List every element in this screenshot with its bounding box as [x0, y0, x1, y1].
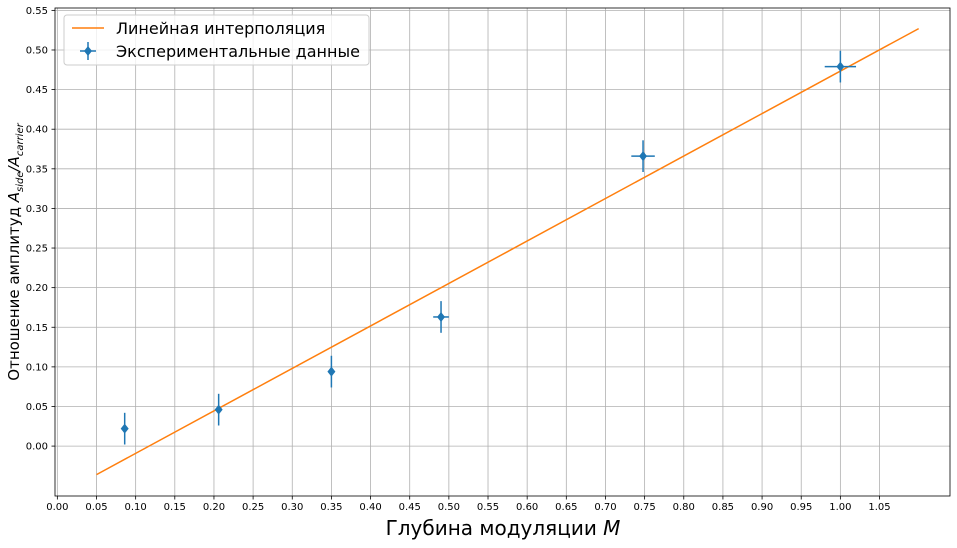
y-tick-label: 0.55	[26, 6, 48, 17]
y-tick-label: 0.45	[26, 85, 48, 96]
y-ticks: 0.00 0.05 0.10 0.15 0.20 0.25 0.30 0.35 0.40 0.45…	[26, 6, 55, 453]
x-tick-label: 0.30	[281, 502, 303, 513]
x-tick-label: 0.60	[516, 502, 538, 513]
x-tick-label: 0.20	[203, 502, 225, 513]
x-tick-label: 0.50	[438, 502, 460, 513]
x-tick-label: 0.35	[320, 502, 342, 513]
y-tick-label: 0.35	[26, 164, 48, 175]
y-tick-label: 0.05	[26, 402, 48, 413]
x-tick-label: 0.00	[46, 502, 68, 513]
interpolation-line	[96, 27, 920, 476]
legend-label-data: Экспериментальные данные	[116, 42, 360, 61]
x-ticks: 0.00 0.05 0.10 0.15 0.20 0.25 0.30 0.35 0.40 0.45…	[46, 496, 891, 513]
diamond-marker	[437, 311, 446, 322]
x-tick-label: 0.75	[633, 502, 655, 513]
legend-label-line: Линейная интерполяция	[116, 19, 325, 38]
y-axis-label-text: Отношение амплитуд	[5, 207, 23, 381]
y-tick-label: 0.50	[26, 45, 48, 56]
x-tick-label: 0.85	[712, 502, 734, 513]
x-axis-label-var: M	[603, 516, 620, 540]
data-point	[120, 412, 129, 445]
y-tick-label: 0.00	[26, 442, 48, 453]
plot-area	[55, 8, 950, 496]
x-tick-label: 0.40	[359, 502, 381, 513]
x-axis-label-text: Глубина модуляции	[386, 516, 597, 540]
x-axis-label: Глубина модуляции M	[386, 516, 621, 540]
data-point	[824, 50, 857, 83]
y-tick-label: 0.20	[26, 283, 48, 294]
x-tick-label: 1.00	[829, 502, 851, 513]
y-tick-label: 0.40	[26, 125, 48, 136]
y-tick-label: 0.25	[26, 244, 48, 255]
legend-box	[63, 14, 370, 66]
data-point	[631, 140, 655, 172]
diamond-marker	[214, 404, 223, 415]
y-axis-label-sub-side: side	[15, 172, 26, 193]
x-tick-label: 0.15	[164, 502, 186, 513]
diamond-marker	[639, 151, 648, 162]
data-point	[433, 301, 449, 333]
x-tick-label: 0.55	[477, 502, 499, 513]
x-tick-label: 0.65	[555, 502, 577, 513]
plot-frame	[54, 7, 951, 497]
diamond-marker	[120, 423, 129, 434]
data-point	[214, 393, 223, 426]
y-axis-label: Отношение амплитуд Aside/Acarrier	[5, 122, 26, 380]
y-axis-label-sub-carrier: carrier	[15, 122, 26, 156]
x-tick-label: 0.70	[594, 502, 616, 513]
y-axis-label-var: A	[5, 192, 23, 203]
x-tick-label: 1.05	[868, 502, 890, 513]
y-tick-label: 0.10	[26, 362, 48, 373]
legend-diamond-marker	[84, 46, 92, 56]
y-axis-label-slash: /A	[5, 156, 23, 173]
x-tick-label: 0.10	[125, 502, 147, 513]
x-tick-label: 0.90	[751, 502, 773, 513]
x-tick-label: 0.25	[242, 502, 264, 513]
diamond-marker	[327, 366, 336, 377]
y-tick-label: 0.30	[26, 204, 48, 215]
series	[96, 27, 920, 476]
y-tick-label: 0.15	[26, 323, 48, 334]
x-tick-label: 0.95	[790, 502, 812, 513]
x-tick-label: 0.05	[85, 502, 107, 513]
diamond-marker	[836, 61, 845, 72]
x-tick-label: 0.45	[399, 502, 421, 513]
grid	[55, 8, 950, 496]
legend: Линейная интерполяция Экспериментальные …	[63, 14, 370, 66]
x-tick-label: 0.80	[673, 502, 695, 513]
data-point	[327, 355, 336, 388]
